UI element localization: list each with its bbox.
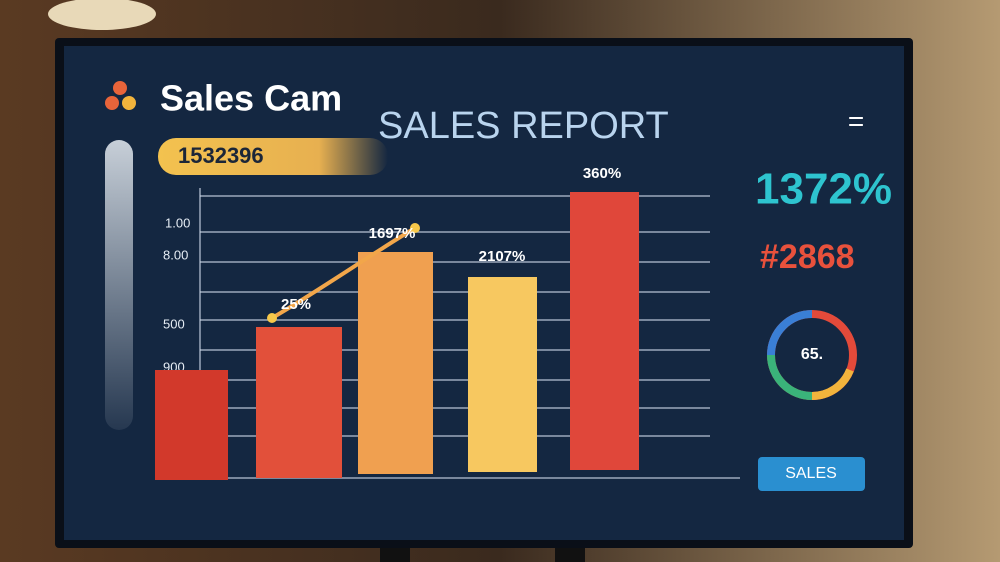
bar-label: 25% <box>281 296 311 313</box>
menu-icon[interactable]: = <box>848 105 864 136</box>
stand <box>555 548 585 562</box>
bar-label: 2107% <box>479 248 526 265</box>
y-label: 1.00 <box>165 215 190 230</box>
y-label: 500 <box>163 316 185 331</box>
kpi-primary: 1372% <box>755 165 892 214</box>
y-label: 8.00 <box>163 247 188 262</box>
side-bar <box>105 140 133 430</box>
logo <box>113 81 127 95</box>
stand <box>380 548 410 562</box>
badge-value: 1532396 <box>178 143 264 168</box>
logo <box>122 96 136 110</box>
brand: Sales Cam <box>160 78 342 119</box>
bar <box>358 252 433 474</box>
bar <box>468 277 537 472</box>
trend-point <box>267 313 277 323</box>
logo <box>105 96 119 110</box>
badge <box>158 138 388 175</box>
donut <box>767 310 857 400</box>
bar-label: 360% <box>583 165 621 182</box>
kpi-secondary: #2868 <box>760 238 855 276</box>
title: SALES REPORT <box>378 105 669 147</box>
bar <box>570 192 639 470</box>
donut-label: 65. <box>801 346 823 363</box>
bar <box>155 370 228 480</box>
sales-button[interactable] <box>758 457 865 491</box>
sales-button-label[interactable]: SALES <box>785 465 837 482</box>
bar-label: 1697% <box>369 225 416 242</box>
bar <box>256 327 342 478</box>
lamp <box>48 0 156 30</box>
trend-line <box>270 226 417 320</box>
trend-point <box>410 223 420 233</box>
